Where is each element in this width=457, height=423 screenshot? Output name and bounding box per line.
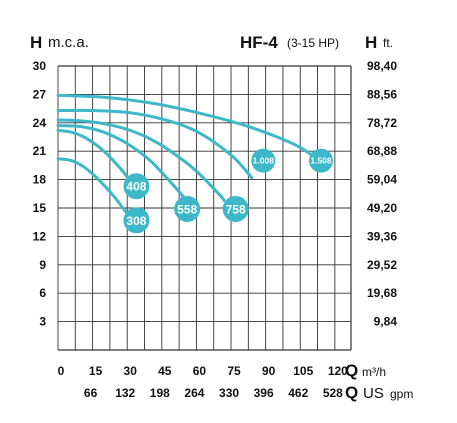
x-tick-gpm: 66	[84, 386, 98, 400]
pump-badge-758	[222, 195, 249, 222]
y-tick-left: 15	[33, 201, 47, 215]
q-gpm-symbol: Q	[345, 383, 358, 402]
y-axis-ticks: 30 27 24 21 18 15 12 9 6 3 98,40 88,56 78,72 68,88 59,…	[33, 59, 398, 329]
pump-badge-558	[174, 195, 201, 222]
y-tick-right: 98,40	[367, 59, 397, 73]
y-tick-right: 49,20	[367, 201, 397, 215]
x-tick-m3h: 75	[227, 364, 241, 378]
y-tick-right: 68,88	[367, 144, 397, 158]
pump-label-1.508: 1.508	[310, 156, 332, 166]
pump-label-408: 408	[126, 180, 146, 194]
x-axis-ticks: 0 15 30 45 60 75 90 105 120 66 132 198 264 330 396 462 5…	[58, 364, 349, 400]
curve-1.508	[56, 93, 316, 159]
y-tick-left: 21	[33, 144, 47, 158]
y-tick-left: 3	[39, 315, 46, 329]
q-m3h-symbol: Q	[345, 361, 358, 380]
curve-558	[56, 124, 187, 200]
chart-subtitle: (3-15 HP)	[287, 36, 339, 50]
pump-label-558: 558	[177, 202, 197, 216]
curve-308	[56, 157, 129, 216]
right-axis-unit: ft.	[383, 36, 393, 50]
pump-badge-1.008	[251, 148, 276, 173]
y-tick-left: 18	[33, 173, 47, 187]
pump-badge-1.508	[309, 148, 334, 173]
pump-label-308: 308	[126, 214, 146, 228]
left-axis-symbol: H	[30, 33, 42, 52]
pump-labels: 308 408 558 758 1.008 1.508	[123, 148, 334, 234]
chart-title: HF-4	[240, 33, 278, 52]
pump-badge-408	[123, 173, 150, 200]
y-tick-left: 30	[33, 59, 47, 73]
pump-label-1.008: 1.008	[253, 156, 275, 166]
x-tick-m3h: 60	[193, 364, 207, 378]
x-tick-gpm: 330	[219, 386, 239, 400]
curve-1.008	[56, 108, 254, 180]
y-tick-right: 88,56	[367, 87, 397, 101]
q-m3h-unit: m³/h	[362, 365, 386, 379]
y-tick-right: 39,36	[367, 229, 397, 243]
x-tick-m3h: 15	[89, 364, 103, 378]
y-tick-left: 12	[33, 229, 47, 243]
y-tick-right: 29,52	[367, 258, 397, 272]
x-tick-gpm: 132	[115, 386, 135, 400]
y-tick-left: 6	[39, 286, 46, 300]
pump-curves	[56, 93, 316, 216]
left-axis-unit: m.c.a.	[48, 34, 89, 51]
x-tick-gpm: 396	[254, 386, 274, 400]
y-tick-right: 59,04	[367, 173, 397, 187]
y-tick-right: 78,72	[367, 116, 397, 130]
y-tick-right: 9,84	[374, 315, 398, 329]
x-tick-gpm: 528	[323, 386, 343, 400]
q-gpm-unit-us: US	[363, 385, 384, 402]
pump-label-758: 758	[226, 202, 246, 216]
y-tick-left: 27	[33, 87, 47, 101]
y-tick-left: 9	[39, 258, 46, 272]
x-tick-m3h: 30	[124, 364, 138, 378]
pump-badge-308	[123, 207, 150, 234]
x-tick-m3h: 105	[293, 364, 313, 378]
y-tick-right: 19,68	[367, 286, 397, 300]
x-tick-gpm: 198	[150, 386, 170, 400]
curve-408	[56, 128, 143, 199]
x-tick-m3h: 0	[58, 364, 65, 378]
curve-758	[56, 118, 226, 202]
y-tick-left: 24	[33, 116, 47, 130]
x-tick-gpm: 264	[184, 386, 204, 400]
x-tick-m3h: 120	[328, 364, 348, 378]
q-gpm-unit: gpm	[390, 387, 413, 401]
right-axis-symbol: H	[365, 33, 377, 52]
grid	[57, 65, 352, 351]
x-tick-m3h: 45	[158, 364, 172, 378]
x-tick-gpm: 462	[288, 386, 308, 400]
x-tick-m3h: 90	[262, 364, 276, 378]
